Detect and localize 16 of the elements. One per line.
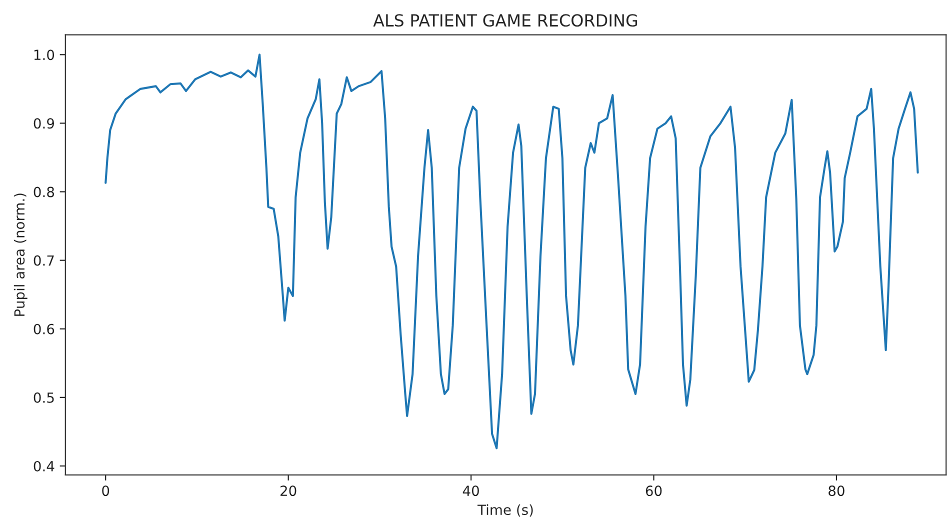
y-tick-label: 0.9 [34,118,54,129]
x-tick-label: 40 [462,486,479,496]
x-tick-label: 0 [102,486,110,496]
y-tick-label: 0.5 [34,392,54,403]
x-tick-label: 20 [280,486,296,496]
y-tick-label: 0.8 [34,186,54,198]
y-tick-label: 0.7 [34,255,54,266]
x-axis-title: Time (s) [477,504,533,517]
x-tick-label: 60 [646,486,662,496]
x-tick-label: 80 [828,486,844,496]
y-tick-label: 0.4 [34,460,54,472]
y-tick-label: 0.6 [34,324,54,334]
y-tick-label: 1.0 [34,50,54,60]
line-series [104,54,919,450]
chart-title: ALS PATIENT GAME RECORDING [373,14,638,27]
y-axis-title: Pupil area (norm.) [14,194,28,316]
